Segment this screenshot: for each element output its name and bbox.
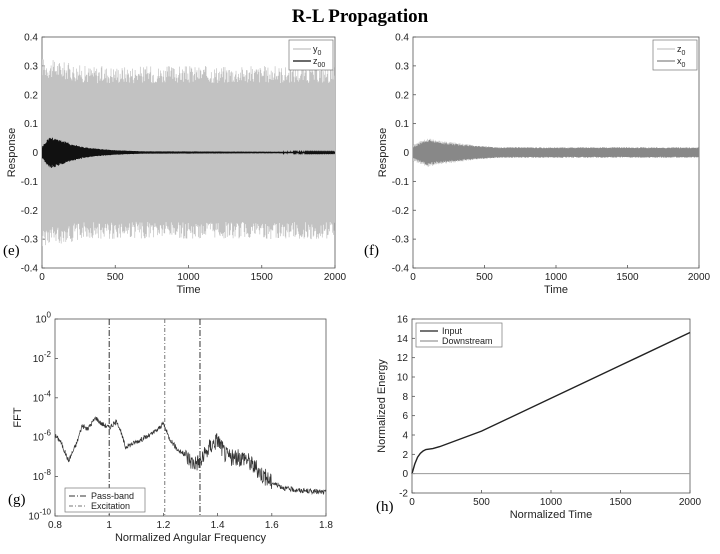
y-tick-label: 0.4 (395, 33, 409, 44)
y-tick-label: 14 (397, 334, 409, 345)
x-tick-label: 0 (410, 272, 416, 283)
x-tick-label: 1500 (609, 497, 632, 508)
series-y0 (42, 59, 335, 247)
y-tick-label: 8 (402, 392, 408, 403)
legend-box (652, 39, 698, 71)
y-tick-label: 0.1 (395, 119, 409, 130)
y-tick-label: 0.2 (395, 90, 409, 101)
panel-label: (e) (3, 243, 20, 259)
y-tick-label: -0.1 (21, 177, 39, 188)
x-tick-label: 2000 (679, 497, 702, 508)
y-tick-label: 0.4 (24, 33, 38, 44)
legend-box (64, 487, 146, 513)
legend-entry: Input (442, 326, 463, 336)
legend-entry: Pass-band (91, 491, 134, 501)
y-tick-label: -0.4 (21, 264, 39, 275)
x-axis-label: Normalized Time (510, 509, 593, 521)
x-tick-label: 0.8 (48, 520, 62, 531)
legend-box (415, 322, 503, 348)
y-tick-label: -0.2 (392, 206, 410, 217)
x-tick-label: 500 (476, 272, 493, 283)
y-axis-label: Response (6, 128, 18, 178)
y-tick-label: 0.3 (395, 61, 409, 72)
y-axis-label: Response (377, 128, 389, 178)
x-tick-label: 2000 (688, 272, 711, 283)
y-tick-label: 10-8 (33, 468, 52, 483)
x-tick-label: 1500 (616, 272, 639, 283)
x-tick-label: 500 (473, 497, 490, 508)
y-axis-label: FFT (12, 407, 24, 427)
x-tick-label: 1000 (540, 497, 563, 508)
y-tick-label: 2 (402, 450, 408, 461)
y-tick-label: 100 (35, 311, 51, 326)
x-axis-label: Normalized Angular Frequency (115, 532, 267, 544)
y-tick-label: -0.4 (392, 264, 410, 275)
y-tick-label: -0.3 (392, 235, 410, 246)
y-tick-label: 0 (32, 148, 38, 159)
panel-e: 0 500 1000 1500 2000 -0.4 -0.3 -0.2 -0.1 0 0.1 0.2 0… (3, 33, 347, 297)
x-tick-label: 1.2 (156, 520, 170, 531)
y-tick-label: 4 (402, 431, 408, 442)
x-tick-label: 500 (107, 272, 124, 283)
series-input (411, 331, 691, 474)
y-axis-label: Normalized Energy (376, 359, 388, 453)
x-tick-label: 1 (106, 520, 112, 531)
panel-h: 0 500 1000 1500 2000-20246810121416Normalize… (376, 315, 702, 522)
legend-entry: x0 (677, 56, 686, 69)
y-tick-label: -0.2 (21, 206, 39, 217)
x-axis-label: Time (544, 284, 568, 296)
panel-label: (g) (8, 492, 26, 508)
legend-entry: z00 (313, 56, 325, 69)
legend-entry: y0 (313, 44, 322, 57)
plot-area (411, 318, 691, 494)
y-tick-label: 6 (402, 411, 408, 422)
y-tick-label: 0.1 (24, 119, 38, 130)
panel-label: (f) (364, 243, 379, 259)
y-tick-label: 10 (397, 373, 409, 384)
panel-label: (h) (376, 499, 394, 515)
y-tick-label: 0.2 (24, 90, 38, 101)
y-tick-label: 12 (397, 353, 409, 364)
y-tick-label: 0.3 (24, 61, 38, 72)
y-tick-label: 0 (402, 469, 408, 480)
y-tick-label: 16 (397, 315, 409, 326)
x-tick-label: 1.4 (211, 520, 225, 531)
series-spectrum (54, 416, 327, 496)
x-tick-label: 1500 (251, 272, 274, 283)
y-tick-label: 10-4 (33, 389, 52, 404)
x-tick-label: 1000 (177, 272, 200, 283)
panel-f: 0 500 1000 1500 2000 -0.4 -0.3 -0.2 -0.1 0 0.1 0.2 0… (364, 33, 711, 297)
y-tick-label: 10-10 (28, 508, 51, 523)
series-z00 (42, 137, 335, 168)
y-tick-label: 0 (403, 148, 409, 159)
figure-title: R-L Propagation (292, 6, 429, 27)
y-tick-label: 10-6 (33, 429, 52, 444)
y-tick-label: -0.3 (21, 235, 39, 246)
x-tick-label: 2000 (324, 272, 347, 283)
legend-entry: Excitation (91, 501, 130, 511)
series-x0 (413, 140, 699, 166)
y-tick-label: -0.1 (392, 177, 410, 188)
x-tick-label: 1.6 (265, 520, 279, 531)
x-tick-label: 1.8 (319, 520, 333, 531)
y-tick-label: -2 (399, 489, 408, 500)
y-tick-label: 10-2 (33, 350, 52, 365)
legend-entry: Downstream (442, 336, 493, 346)
x-axis-label: Time (176, 284, 200, 296)
panel-g: 0.8 1 1.2 1.4 1.6 1.8 100 10-2 10-4 10-6 10-8 10-10… (8, 311, 333, 545)
x-tick-label: 0 (39, 272, 45, 283)
x-tick-label: 0 (409, 497, 415, 508)
x-tick-label: 1000 (545, 272, 568, 283)
legend-entry: z0 (677, 44, 686, 57)
plot-area (54, 318, 327, 517)
legend-box (288, 39, 334, 71)
